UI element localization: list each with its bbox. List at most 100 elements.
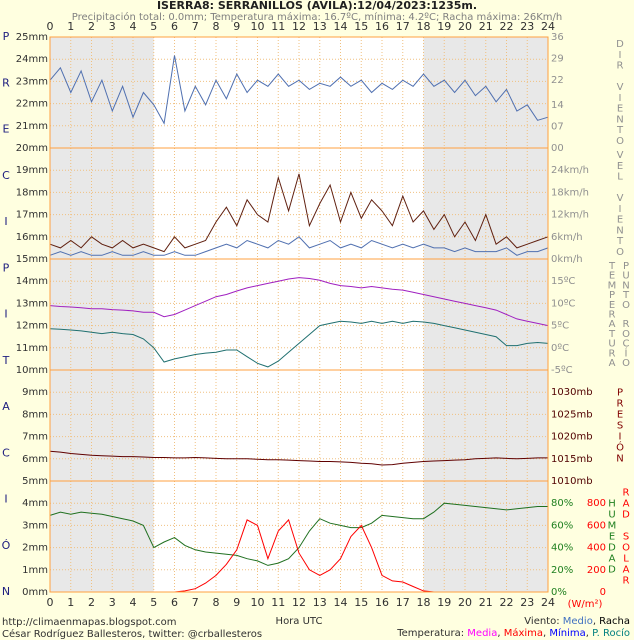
y3-tick-label: 400 bbox=[587, 543, 606, 554]
label-char: I bbox=[4, 493, 7, 506]
x-tick-label: 4 bbox=[130, 20, 137, 33]
label-char: A bbox=[609, 358, 616, 369]
x-axis-label: Hora UTC bbox=[276, 616, 323, 627]
label-char: T bbox=[616, 125, 624, 136]
y2-tick-label: 1030mb bbox=[551, 387, 593, 398]
y2-tick-label: 24km/h bbox=[551, 165, 589, 176]
x-tick-label: 20 bbox=[458, 20, 472, 33]
label-char: Í bbox=[625, 346, 628, 359]
x-tick-label: 23 bbox=[520, 596, 534, 609]
x-tick-label: 4 bbox=[130, 596, 137, 609]
legend: Temperatura: Media, Máxima, Mínima, P. R… bbox=[396, 627, 630, 639]
y2-tick-label: 10ºC bbox=[551, 298, 575, 309]
x-tick-label: 24 bbox=[541, 20, 555, 33]
label-char: C bbox=[2, 169, 10, 182]
x-tick-label: 13 bbox=[313, 20, 327, 33]
legend-item: Medio bbox=[563, 616, 593, 627]
label-char: E bbox=[617, 104, 623, 115]
legend-separator: , bbox=[593, 616, 599, 627]
legend: Viento: Medio, Racha bbox=[524, 616, 630, 627]
y2-tick-label: 1020mb bbox=[551, 432, 593, 443]
y2-tick-label: 0% bbox=[551, 587, 567, 598]
y2-tick-label: 6km/h bbox=[551, 232, 583, 243]
x-tick-label: 15 bbox=[354, 20, 368, 33]
label-char: U bbox=[608, 339, 615, 350]
x-tick-label: 20 bbox=[458, 596, 472, 609]
footer-author: César Rodríguez Ballesteros, twitter: @c… bbox=[2, 628, 262, 640]
y-tick-label: 14mm bbox=[16, 276, 48, 287]
y2-tick-label: 12km/h bbox=[551, 210, 589, 221]
x-tick-label: 1 bbox=[67, 596, 74, 609]
label-char: R bbox=[617, 61, 624, 72]
label-char: D bbox=[622, 510, 630, 521]
label-char: E bbox=[617, 215, 623, 226]
solar-unit: (W/m²) bbox=[568, 599, 603, 610]
legend-label: Temperatura: bbox=[396, 628, 467, 639]
y3-tick-label: 0 bbox=[600, 587, 606, 598]
panel-border bbox=[49, 480, 549, 593]
legend-item: Máxima bbox=[504, 627, 543, 639]
y2-tick-label: 36 bbox=[551, 32, 564, 43]
y-tick-label: 25mm bbox=[16, 32, 48, 43]
y-tick-label: 11mm bbox=[16, 343, 48, 354]
x-tick-label: 9 bbox=[233, 596, 240, 609]
label-char: P bbox=[3, 30, 10, 43]
x-tick-label: 2 bbox=[88, 596, 95, 609]
label-char: O bbox=[622, 543, 630, 554]
label-char: V bbox=[617, 82, 624, 93]
label-char: P bbox=[3, 261, 10, 274]
legend-label: Viento: bbox=[524, 616, 562, 627]
x-tick-label: 19 bbox=[437, 20, 451, 33]
y2-tick-label: 07 bbox=[551, 121, 564, 132]
label-char: T bbox=[622, 290, 630, 301]
x-tick-label: 13 bbox=[313, 596, 327, 609]
label-char: D bbox=[608, 543, 616, 554]
label-char: I bbox=[619, 93, 622, 104]
x-tick-label: 2 bbox=[88, 20, 95, 33]
label-char: T bbox=[2, 354, 10, 367]
label-char: Ó bbox=[2, 539, 11, 552]
y-tick-label: 9mm bbox=[22, 387, 48, 398]
label-char: S bbox=[617, 421, 623, 432]
x-tick-label: 12 bbox=[292, 20, 306, 33]
label-char: T bbox=[608, 329, 616, 340]
y2-tick-label: 00 bbox=[551, 143, 564, 154]
label-char: L bbox=[617, 172, 623, 183]
label-char: R bbox=[609, 348, 616, 359]
y-tick-label: 18mm bbox=[16, 187, 48, 198]
chart-subtitle: Precipitación total: 0.0mm; Temperatura … bbox=[72, 11, 563, 23]
label-char: P bbox=[609, 290, 615, 301]
y2-tick-label: 80% bbox=[551, 498, 573, 509]
x-tick-label: 24 bbox=[541, 596, 555, 609]
label-char: V bbox=[617, 150, 624, 161]
x-tick-label: 5 bbox=[150, 20, 157, 33]
series-line bbox=[49, 173, 549, 253]
label-char: A bbox=[609, 554, 616, 565]
label-char: P bbox=[617, 388, 623, 399]
x-tick-label: 1 bbox=[67, 20, 74, 33]
label-char: R bbox=[623, 576, 630, 587]
legend-separator: , bbox=[497, 628, 503, 639]
y-tick-label: 12mm bbox=[16, 321, 48, 332]
y2-tick-label: 60% bbox=[551, 520, 573, 531]
label-char: U bbox=[608, 510, 615, 521]
y2-tick-label: 1015mb bbox=[551, 454, 593, 465]
label-char: M bbox=[608, 280, 617, 291]
x-tick-label: 5 bbox=[150, 596, 157, 609]
label-char: Ó bbox=[616, 441, 624, 454]
x-tick-label: 21 bbox=[479, 596, 493, 609]
series-line bbox=[49, 55, 549, 125]
y2-tick-label: 14 bbox=[551, 100, 564, 111]
legend-item: Media bbox=[467, 628, 497, 639]
label-char: V bbox=[617, 193, 624, 204]
label-char: I bbox=[619, 50, 622, 61]
x-tick-label: 3 bbox=[109, 596, 116, 609]
x-tick-label: 23 bbox=[520, 20, 534, 33]
label-char: O bbox=[616, 247, 624, 258]
y-tick-label: 3mm bbox=[22, 520, 48, 531]
x-tick-label: 16 bbox=[375, 20, 389, 33]
